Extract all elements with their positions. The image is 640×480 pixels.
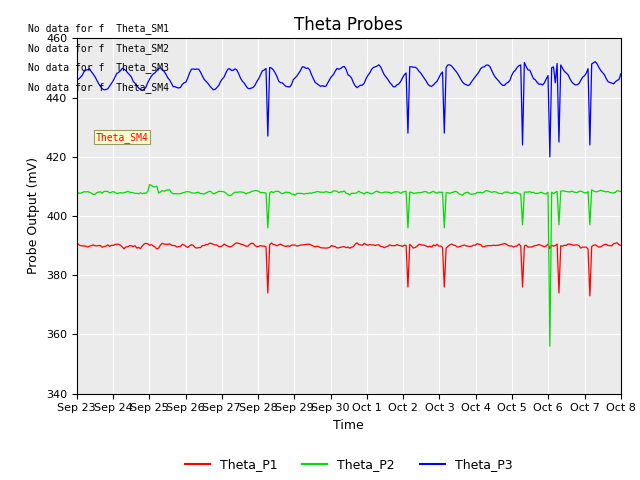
Legend: Theta_P1, Theta_P2, Theta_P3: Theta_P1, Theta_P2, Theta_P3 bbox=[180, 453, 518, 476]
Text: Theta_SM4: Theta_SM4 bbox=[96, 132, 148, 143]
X-axis label: Time: Time bbox=[333, 419, 364, 432]
Text: No data for f  Theta_SM3: No data for f Theta_SM3 bbox=[28, 62, 169, 73]
Y-axis label: Probe Output (mV): Probe Output (mV) bbox=[28, 157, 40, 275]
Title: Theta Probes: Theta Probes bbox=[294, 16, 403, 34]
Text: No data for f  Theta_SM2: No data for f Theta_SM2 bbox=[28, 43, 169, 54]
Text: No data for f  Theta_SM1: No data for f Theta_SM1 bbox=[28, 24, 169, 34]
Text: No data for f  Theta_SM4: No data for f Theta_SM4 bbox=[28, 82, 169, 93]
